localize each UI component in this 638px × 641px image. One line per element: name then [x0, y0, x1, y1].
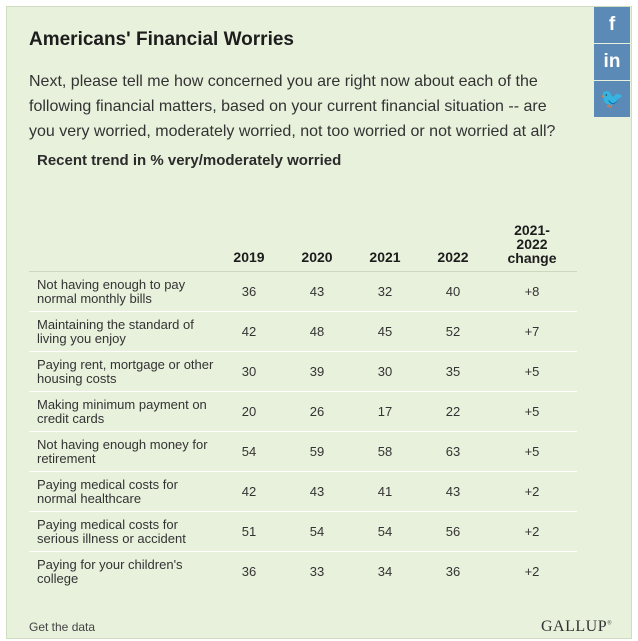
value-cell: 43 — [283, 471, 351, 512]
change-cell: +5 — [487, 431, 577, 472]
column-header: 2020 — [283, 207, 351, 272]
change-cell: +8 — [487, 271, 577, 312]
value-cell: 63 — [419, 431, 487, 472]
change-column-header: 2021-2022 change — [487, 207, 577, 272]
value-cell: 36 — [215, 271, 283, 312]
column-header: 2021 — [351, 207, 419, 272]
facebook-share-button[interactable]: f — [594, 7, 630, 43]
value-cell: 39 — [283, 351, 351, 392]
table-row: Paying medical costs for normal healthca… — [29, 471, 577, 512]
value-cell: 42 — [215, 471, 283, 512]
twitter-share-button[interactable]: 🐦 — [594, 81, 630, 117]
value-cell: 43 — [419, 471, 487, 512]
value-cell: 17 — [351, 391, 419, 432]
value-cell: 54 — [351, 511, 419, 552]
row-label: Paying for your children's college — [37, 556, 183, 586]
row-label: Paying medical costs for normal healthca… — [29, 471, 215, 512]
table-row: Maintaining the standard of living you e… — [29, 311, 577, 352]
value-cell: 52 — [419, 311, 487, 352]
column-header: 2022 — [419, 207, 487, 272]
question-text: Next, please tell me how concerned you a… — [29, 73, 556, 140]
value-cell: 54 — [283, 511, 351, 552]
value-cell: 45 — [351, 311, 419, 352]
value-cell: 36 — [241, 564, 257, 579]
table-row: Paying for your children's college 36 33 34… — [29, 552, 577, 592]
change-cell: +7 — [487, 311, 577, 352]
value-cell: 56 — [419, 511, 487, 552]
value-cell: 34 — [377, 564, 393, 579]
value-cell: 59 — [283, 431, 351, 472]
value-cell: 33 — [309, 564, 325, 579]
column-header: 2019 — [215, 207, 283, 272]
change-cell: +2 — [487, 511, 577, 552]
row-label: Paying medical costs for serious illness… — [29, 511, 215, 552]
value-cell: 48 — [283, 311, 351, 352]
value-cell: 26 — [283, 391, 351, 432]
get-data-link[interactable]: Get the data — [29, 620, 96, 634]
linkedin-icon: in — [603, 51, 621, 72]
value-cell: 58 — [351, 431, 419, 472]
social-share-bar: f in 🐦 — [594, 7, 630, 118]
chart-subtitle: Recent trend in % very/moderately worrie… — [37, 152, 342, 169]
twitter-icon: 🐦 — [600, 89, 624, 110]
facebook-icon: f — [608, 14, 616, 35]
table-row: Making minimum payment on credit cards 20… — [29, 391, 577, 432]
value-cell: 54 — [215, 431, 283, 472]
worries-table: 2019 2020 2021 2022 2021-2022 change Not… — [29, 207, 577, 591]
value-cell: 42 — [215, 311, 283, 352]
value-cell: 22 — [419, 391, 487, 432]
change-cell: +5 — [487, 391, 577, 432]
value-cell: 32 — [351, 271, 419, 312]
row-label: Paying rent, mortgage or other housing c… — [29, 351, 215, 392]
table-row: Not having enough money for retirement 54… — [29, 431, 577, 472]
value-cell: 51 — [215, 511, 283, 552]
row-label: Not having enough money for retirement — [29, 431, 215, 472]
table-row: Paying rent, mortgage or other housing c… — [29, 351, 577, 392]
change-cell: +5 — [487, 351, 577, 392]
value-cell: 40 — [419, 271, 487, 312]
value-cell: 20 — [215, 391, 283, 432]
table-header-row: 2019 2020 2021 2022 2021-2022 change — [29, 207, 577, 272]
logo-text: GALLUP — [541, 618, 608, 635]
value-cell: 41 — [351, 471, 419, 512]
linkedin-share-button[interactable]: in — [594, 44, 630, 80]
chart-panel: Americans' Financial Worries Next, pleas… — [6, 6, 632, 639]
change-cell: +2 — [524, 564, 540, 579]
change-cell: +2 — [487, 471, 577, 512]
value-cell: 36 — [445, 564, 461, 579]
value-cell: 30 — [351, 351, 419, 392]
gallup-logo: GALLUP® — [541, 618, 613, 635]
row-label: Making minimum payment on credit cards — [29, 391, 215, 432]
page-title: Americans' Financial Worries — [29, 29, 294, 50]
value-cell: 43 — [283, 271, 351, 312]
row-label-header — [29, 207, 215, 272]
value-cell: 30 — [215, 351, 283, 392]
table-row: Paying medical costs for serious illness… — [29, 511, 577, 552]
row-label: Not having enough to pay normal monthly … — [29, 271, 215, 312]
row-label: Maintaining the standard of living you e… — [29, 311, 215, 352]
change-header-text: 2021-2022 change — [507, 222, 557, 266]
value-cell: 35 — [419, 351, 487, 392]
table-row: Not having enough to pay normal monthly … — [29, 271, 577, 312]
